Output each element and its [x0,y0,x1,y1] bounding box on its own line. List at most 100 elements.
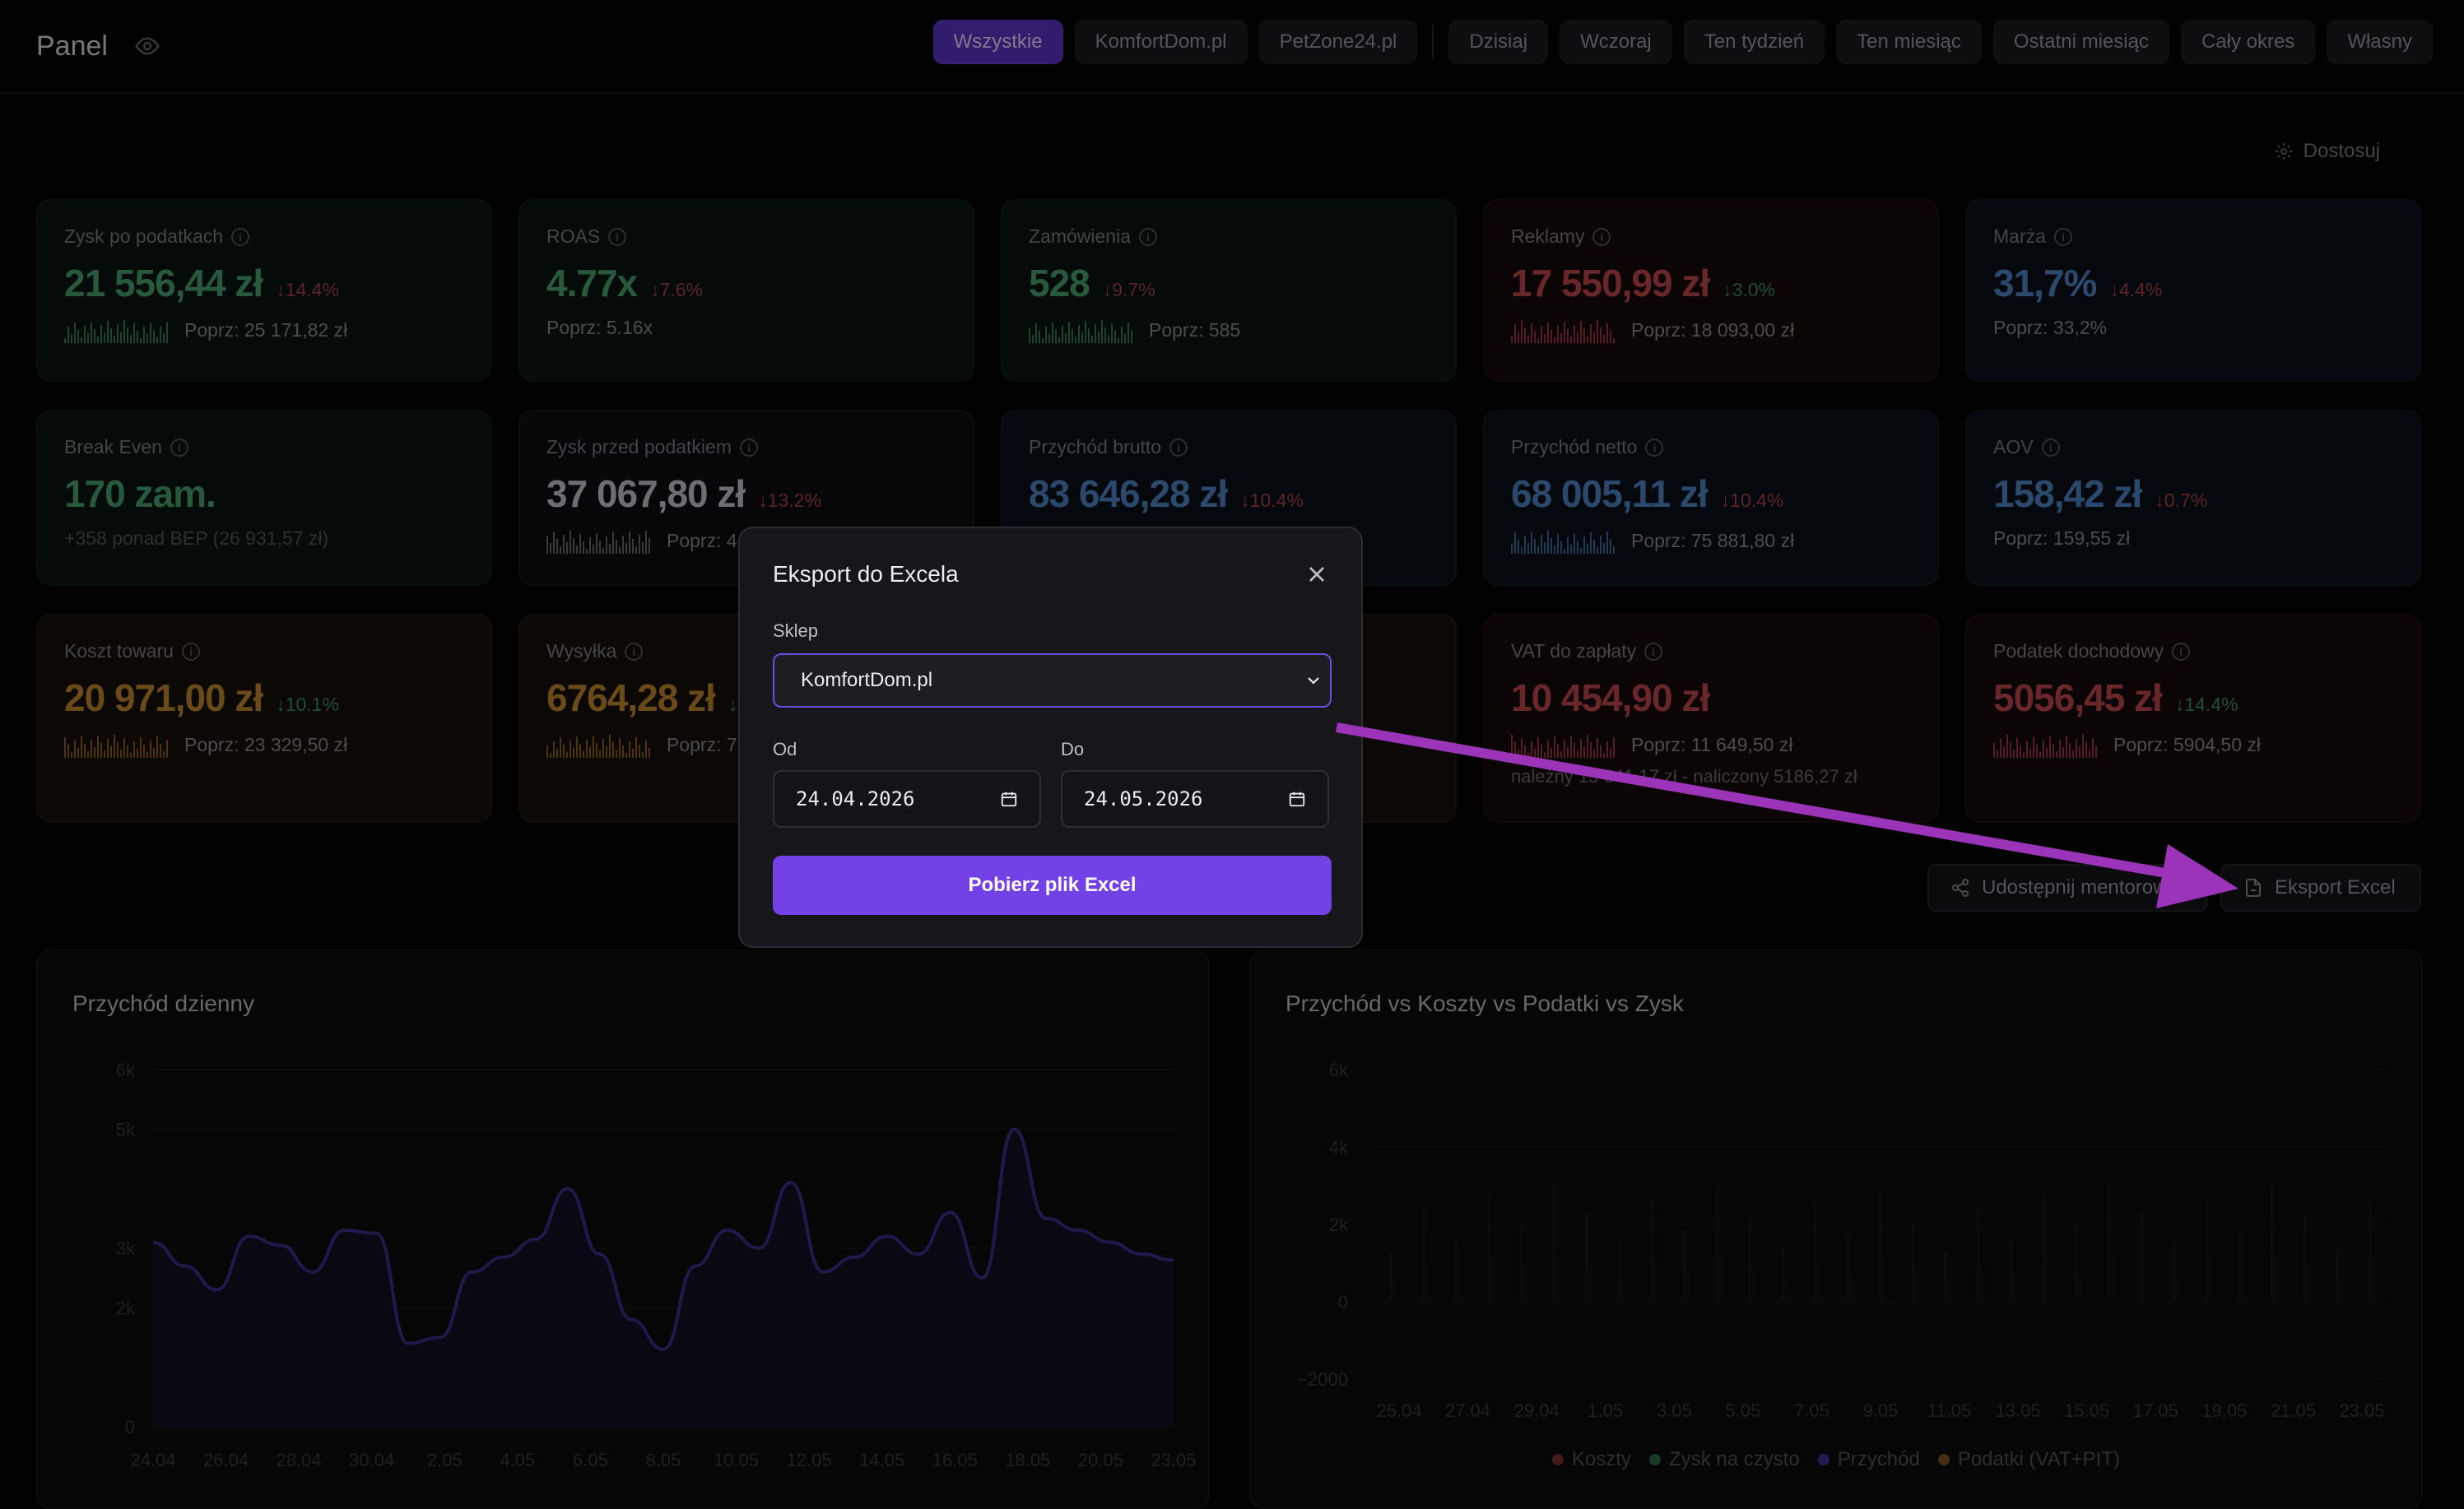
sparkline-bar [645,531,647,554]
sparkline-bar [64,338,66,343]
shop-filter-all[interactable]: Wszystkie [932,20,1063,64]
card-net-revenue[interactable]: Przychód netto i 68 005,11 zł ↓10.4% Poprz… [1483,410,1939,586]
x-tick-label: 26.04 [203,1450,249,1470]
bar-revenue [1813,1204,1817,1302]
card-roas[interactable]: ROAS i 4.77x ↓7.6% Poprz: 5.16x [518,199,974,382]
sparkline-bar [1564,322,1565,343]
revenue-area [153,1129,1174,1427]
card-change: ↓7.6% [650,279,704,300]
x-tick-label: 15.05 [2064,1400,2109,1421]
card-break-even[interactable]: Break Even i 170 zam. +358 ponad BEP (26 … [36,410,492,586]
info-icon[interactable]: i [181,642,200,661]
info-icon[interactable]: i [608,227,627,246]
bar-revenue [1487,1196,1490,1302]
info-icon[interactable]: i [739,438,758,457]
sparkline-bar [1521,547,1523,554]
info-icon[interactable]: i [1169,438,1188,457]
card-profit-after-tax[interactable]: Zysk po podatkach i 21 556,44 zł ↓14.4% Po… [36,199,492,382]
sparkline-bar [1075,337,1076,343]
from-date-input[interactable]: 24.04.2026 [773,770,1041,828]
card-cogs[interactable]: Koszt towaru i 20 971,00 zł ↓10.1% Poprz: … [36,614,492,823]
sparkline-bar [104,750,105,758]
period-custom[interactable]: Własny [2327,20,2433,64]
sparkline-bar [1547,531,1549,554]
legend-dot [1817,1454,1829,1465]
bar-revenue [1846,1234,1850,1302]
sparkline-bar [117,742,119,758]
sparkline [546,735,650,758]
sparkline-bar [1078,325,1080,343]
sparkline-bar [1534,539,1536,554]
sparkline-bar [84,744,86,758]
card-margin[interactable]: Marża i 31,7% ↓4.4% Poprz: 33,2% [1965,199,2421,382]
legend-dot [1937,1454,1950,1465]
legend-taxes[interactable]: Podatki (VAT+PIT) [1937,1448,2120,1471]
shop-filter-petzone[interactable]: PetZone24.pl [1258,20,1418,64]
sparkline-bar [143,745,145,758]
calendar-icon[interactable] [1000,790,1018,808]
info-icon[interactable]: i [231,227,250,246]
info-icon[interactable]: i [1645,438,1664,457]
customize-button[interactable]: Dostosuj [2274,140,2380,163]
info-icon[interactable]: i [2053,227,2072,246]
sparkline-bar [596,743,597,758]
period-this-month[interactable]: Ten miesiąc [1836,20,1982,64]
sparkline-bar [1527,335,1529,343]
sparkline-bar [1108,335,1109,343]
info-icon[interactable]: i [2041,438,2060,457]
x-tick-label: 27.04 [1445,1400,1490,1421]
period-this-week[interactable]: Ten tydzień [1683,20,1825,64]
card-orders[interactable]: Zamówienia i 528 ↓9.7% Poprz: 585 [1001,199,1457,382]
sparkline-bar [599,750,601,758]
legend-revenue[interactable]: Przychód [1817,1448,1920,1471]
sparkline-bar [1039,331,1040,343]
sparkline-bar [1058,337,1060,343]
info-icon[interactable]: i [1139,227,1157,246]
card-change: ↓ [728,694,738,715]
period-last-month[interactable]: Ostatni miesiąc [1992,20,2169,64]
sparkline-bar [87,333,89,343]
sparkline-bar [619,738,621,758]
info-icon[interactable]: i [1592,227,1611,246]
card-change: ↓13.2% [758,490,821,511]
info-icon[interactable]: i [625,642,644,661]
bar-costs [1981,1264,1983,1302]
export-excel-button[interactable]: Eksport Excel [2220,864,2421,912]
sparkline-bar [140,338,142,343]
legend-costs[interactable]: Koszty [1552,1448,1631,1471]
legend-net-profit[interactable]: Zysk na czysto [1649,1448,1800,1471]
sparkline-bar [1065,333,1067,343]
to-date-input[interactable]: 24.05.2026 [1061,770,1329,828]
calendar-icon[interactable] [1288,790,1306,808]
download-excel-button[interactable]: Pobierz plik Excel [773,856,1332,915]
sparkline-bar [127,745,128,758]
sparkline-bar [81,736,82,758]
eye-icon[interactable] [132,31,162,61]
card-income-tax[interactable]: Podatek dochodowy i 5056,45 zł ↓14.4% Popr… [1965,614,2421,823]
sparkline-bar [579,744,581,758]
x-tick-label: 29.04 [1514,1400,1560,1421]
bar-costs [1621,1278,1625,1302]
card-ads[interactable]: Reklamy i 17 550,99 zł ↓3.0% Poprz: 18 093… [1483,199,1939,382]
bar-costs [1817,1262,1820,1302]
shop-filter-komfortdom[interactable]: KomfortDom.pl [1074,20,1248,64]
info-icon[interactable]: i [2172,642,2191,661]
x-tick-label: 6.05 [573,1450,608,1470]
sparkline-bar [87,751,89,758]
bar-revenue [1421,1209,1425,1302]
sparkline-bar [140,737,142,758]
card-label: Zamówienia [1029,225,1131,247]
from-date-value: 24.04.2026 [796,787,915,810]
sparkline-bar [64,737,66,758]
sparkline-bar [117,324,119,343]
card-aov[interactable]: AOV i 158,42 zł ↓0.7% Poprz: 159,55 zł [1965,410,2421,586]
period-yesterday[interactable]: Wczoraj [1560,20,1672,64]
info-icon[interactable]: i [1644,642,1663,661]
shop-select[interactable]: KomfortDom.pl [773,653,1332,708]
sparkline-bar [91,740,92,758]
period-today[interactable]: Dzisiaj [1448,20,1549,64]
info-icon[interactable]: i [170,438,188,457]
close-icon[interactable] [1304,561,1330,587]
card-label: Zysk po podatkach [64,225,224,247]
period-all-time[interactable]: Cały okres [2180,20,2316,64]
